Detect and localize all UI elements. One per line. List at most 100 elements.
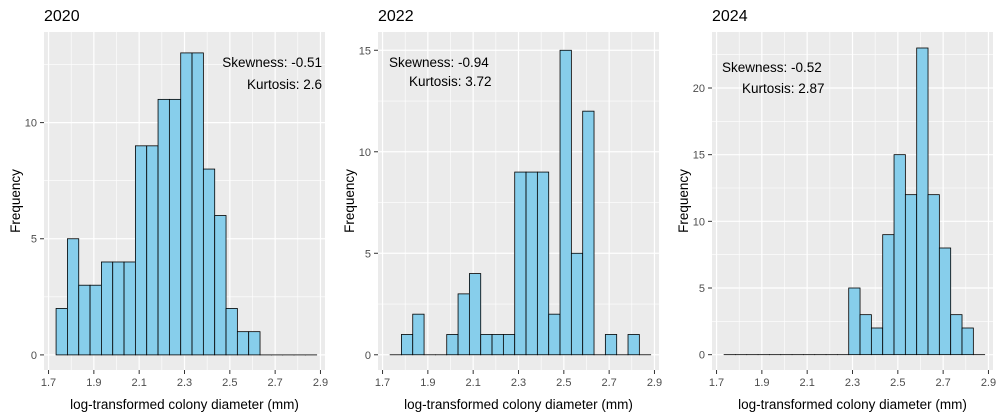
x-tick-label: 2.5	[890, 377, 905, 389]
x-tick-label: 1.9	[420, 377, 435, 389]
histogram-bar	[938, 247, 952, 356]
histogram-bar	[525, 171, 538, 356]
axis-ticks: 1.7 1.9 2.1 2.3 2.5 2.7 2.9 0 5 10 15	[359, 45, 662, 389]
histogram-bar	[502, 334, 516, 356]
histogram-bar	[202, 168, 216, 356]
axis-ticks: 1.7 1.9 2.1 2.3 2.5 2.7 2.9 0 5 10	[25, 118, 328, 389]
histogram-bar	[446, 334, 459, 356]
x-axis-title: log-transformed colony diameter (mm)	[70, 397, 299, 412]
x-tick-label: 2.9	[647, 377, 662, 389]
histogram-bar	[961, 327, 974, 356]
panel-title: 2020	[44, 8, 80, 25]
y-tick-label: 0	[31, 350, 37, 362]
x-tick-label: 2.3	[177, 377, 192, 389]
panel-title: 2022	[378, 8, 414, 25]
histogram-bar	[882, 234, 895, 356]
y-tick-label: 0	[365, 350, 371, 362]
histogram-bar	[191, 52, 204, 356]
histogram-bar	[248, 331, 261, 356]
x-tick-label: 2.3	[511, 377, 526, 389]
y-axis-title: Frequency	[676, 169, 691, 233]
y-tick-label: 5	[31, 234, 37, 246]
x-tick-label: 1.7	[375, 377, 390, 389]
axis-ticks: 1.7 1.9 2.1 2.3 2.5 2.7 2.9 0 5 10 15 20	[693, 83, 996, 389]
histogram-bar	[78, 284, 91, 356]
x-tick-label: 2.9	[981, 377, 996, 389]
histogram-bar	[904, 194, 918, 356]
x-tick-label: 2.3	[845, 377, 860, 389]
histogram-bars	[389, 49, 652, 356]
x-tick-label: 2.5	[222, 377, 237, 389]
histogram-bar	[412, 313, 425, 356]
x-tick-label: 2.1	[466, 377, 481, 389]
y-axis-title: Frequency	[342, 169, 357, 233]
histogram-bar	[225, 308, 238, 356]
histogram-bar	[604, 334, 618, 356]
y-tick-label: 10	[25, 118, 37, 130]
x-tick-label: 2.1	[800, 377, 815, 389]
histogram-bar	[927, 194, 940, 356]
y-tick-label: 5	[365, 248, 371, 260]
histogram-bar	[559, 49, 572, 356]
histogram-bar	[180, 52, 193, 356]
x-tick-label: 2.7	[935, 377, 950, 389]
histogram-bar	[582, 110, 595, 356]
y-tick-label: 0	[699, 350, 705, 362]
histogram-bar	[401, 334, 414, 356]
histogram-bar	[134, 145, 148, 356]
skewness-label: Skewness: -0.94	[389, 55, 489, 70]
y-tick-label: 10	[693, 216, 705, 228]
y-tick-label: 15	[693, 150, 705, 162]
histogram-bar	[570, 252, 584, 356]
kurtosis-label: Kurtosis: 2.87	[742, 81, 825, 96]
histogram-bar	[514, 171, 527, 356]
skewness-label: Skewness: -0.52	[722, 60, 822, 75]
histogram-bar	[55, 308, 68, 356]
y-tick-label: 15	[359, 45, 371, 57]
x-tick-label: 2.9	[313, 377, 328, 389]
histogram-bar	[168, 98, 182, 356]
y-axis-title: Frequency	[8, 169, 23, 233]
x-tick-label: 2.7	[267, 377, 282, 389]
y-tick-label: 5	[699, 283, 705, 295]
x-tick-label: 1.7	[709, 377, 724, 389]
histogram-bar	[146, 145, 159, 356]
histogram-bar	[548, 313, 561, 356]
panel-2022: 1.7 1.9 2.1 2.3 2.5 2.7 2.9 0 5 10 15 2022 log-tra…	[342, 8, 662, 412]
x-tick-label: 1.9	[754, 377, 769, 389]
histogram-bar	[848, 287, 861, 356]
panel-2024: 1.7 1.9 2.1 2.3 2.5 2.7 2.9 0 5 10 15 20 2024 log-t…	[676, 8, 996, 412]
histogram-bar	[491, 334, 504, 356]
x-axis-title: log-transformed colony diameter (mm)	[738, 397, 967, 412]
x-tick-label: 1.7	[41, 377, 56, 389]
x-axis-title: log-transformed colony diameter (mm)	[404, 397, 633, 412]
histogram-bar	[468, 273, 482, 356]
histogram-bar	[859, 314, 872, 356]
y-tick-label: 20	[693, 83, 705, 95]
kurtosis-label: Kurtosis: 3.72	[409, 74, 492, 89]
histogram-bar	[480, 334, 493, 356]
histogram-bar	[627, 334, 640, 356]
kurtosis-label: Kurtosis: 2.6	[247, 77, 322, 92]
histogram-bar	[457, 293, 470, 356]
histogram-bar	[214, 215, 227, 356]
x-tick-label: 2.5	[556, 377, 571, 389]
x-tick-label: 1.9	[86, 377, 101, 389]
histogram-bars	[723, 47, 986, 356]
histogram-bar	[916, 47, 929, 356]
histogram-bar	[67, 238, 80, 356]
x-tick-label: 2.7	[601, 377, 616, 389]
histogram-bar	[89, 284, 102, 356]
histogram-bar	[870, 327, 884, 356]
x-tick-label: 2.1	[132, 377, 147, 389]
histogram-bar	[236, 331, 250, 356]
histogram-bar	[157, 98, 170, 356]
histogram-bar	[101, 261, 114, 356]
histogram-bar	[536, 171, 550, 356]
skewness-label: Skewness: -0.51	[222, 55, 322, 70]
histogram-bar	[893, 154, 906, 356]
histogram-bar	[112, 261, 125, 356]
histogram-bar	[123, 261, 136, 356]
histogram-bars	[55, 52, 318, 356]
